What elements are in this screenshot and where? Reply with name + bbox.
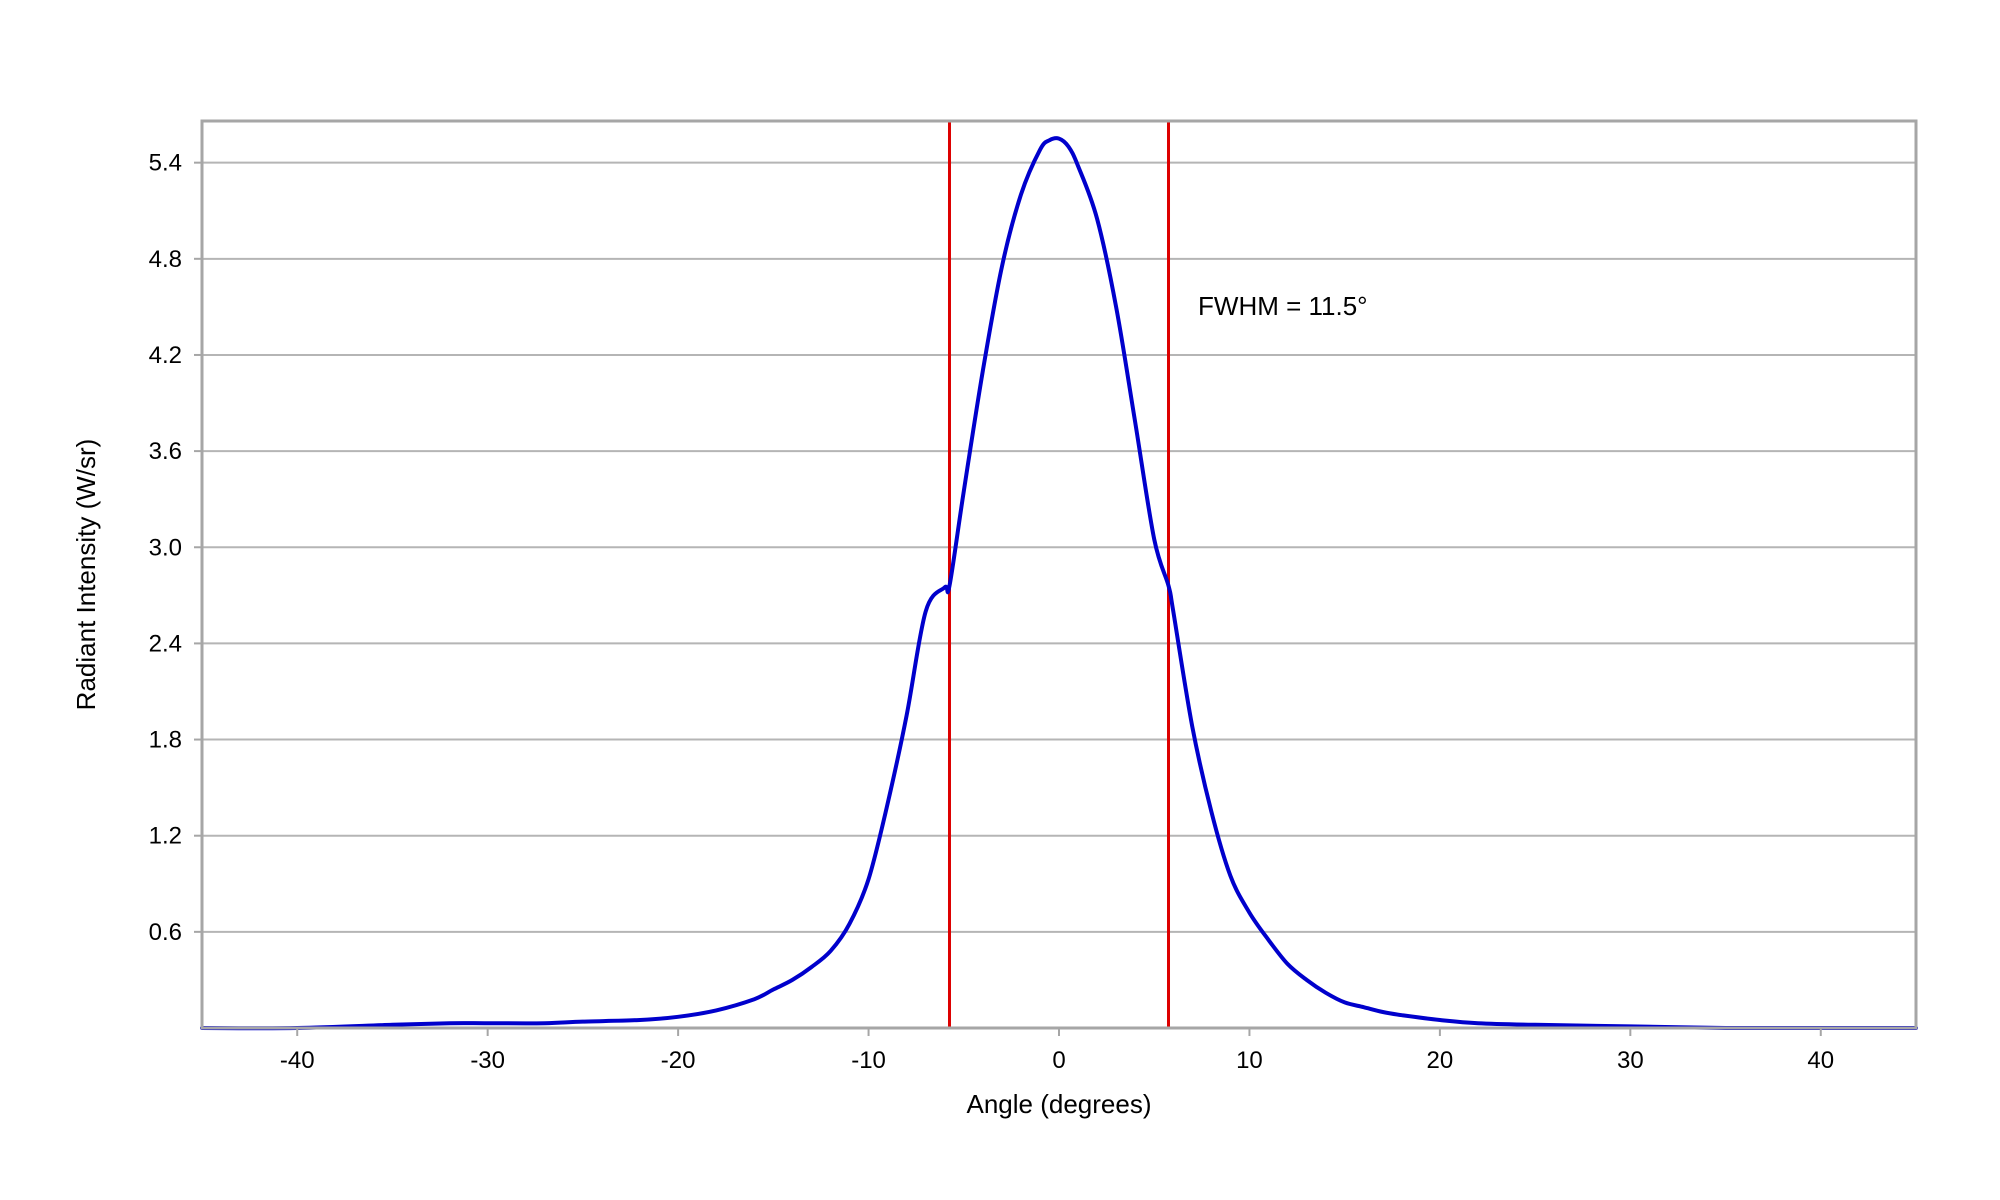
data-series <box>200 136 1918 1031</box>
x-tick-label: 20 <box>1427 1047 1454 1074</box>
y-tick-label: 3.6 <box>149 438 182 465</box>
x-tick-label: -20 <box>661 1047 696 1074</box>
y-tick-label: 0.6 <box>149 919 182 946</box>
grid-lines <box>202 161 1916 933</box>
x-tick-label: 10 <box>1236 1047 1263 1074</box>
x-tick-label: -30 <box>470 1047 505 1074</box>
y-tick-label: 5.4 <box>149 150 182 177</box>
fwhm-annotation: FWHM = 11.5° <box>1198 291 1368 321</box>
axis-ticks: 0.6 1.2 1.8 2.4 3.0 3.6 4.2 4.8 5.4 -40 -30 -20 -10 0… <box>149 150 1835 1074</box>
y-tick-label: 1.8 <box>149 727 182 754</box>
x-tick-label: -10 <box>851 1047 886 1074</box>
y-tick-label: 3.0 <box>149 534 182 561</box>
y-tick-label: 2.4 <box>149 630 182 657</box>
y-tick-label: 4.2 <box>149 342 182 369</box>
annotations: FWHM = 11.5° <box>1198 291 1368 321</box>
x-tick-label: 0 <box>1052 1047 1065 1074</box>
x-tick-label: -40 <box>280 1047 315 1074</box>
x-axis-title: Angle (degrees) <box>967 1089 1152 1119</box>
intensity-series-line <box>200 136 1918 1031</box>
y-tick-label: 1.2 <box>149 823 182 850</box>
x-tick-label: 30 <box>1617 1047 1644 1074</box>
x-tick-label: 40 <box>1807 1047 1834 1074</box>
y-tick-label: 4.8 <box>149 246 182 273</box>
y-axis-title: Radiant Intensity (W/sr) <box>71 439 101 711</box>
